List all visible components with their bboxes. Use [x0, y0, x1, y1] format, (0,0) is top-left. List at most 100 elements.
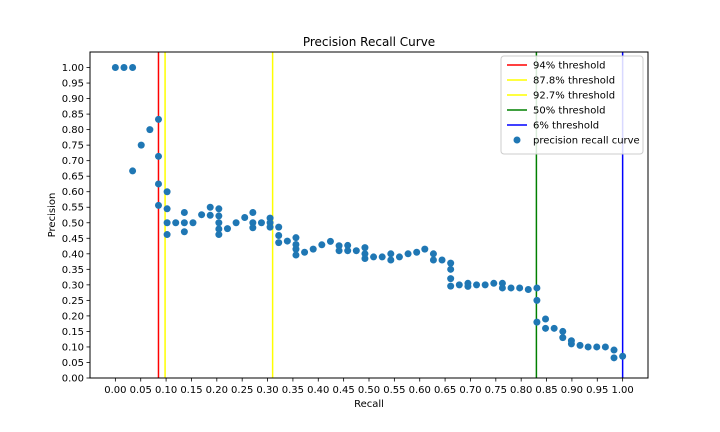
data-point — [498, 284, 506, 292]
data-point — [275, 223, 283, 231]
legend: 94% threshold 87.8% threshold 92.7% thresh… — [500, 55, 644, 155]
data-point — [154, 115, 162, 123]
y-tick-label: 0.60 — [62, 187, 84, 198]
data-point — [215, 205, 223, 213]
x-tick-label: 0.80 — [510, 385, 532, 396]
data-point — [533, 284, 541, 292]
y-tick-label: 0.20 — [62, 311, 84, 322]
data-point — [429, 250, 437, 258]
data-point — [232, 219, 240, 227]
data-point — [447, 275, 455, 283]
legend-swatch — [513, 136, 521, 144]
data-point — [464, 282, 472, 290]
y-tick-label: 0.50 — [62, 218, 84, 229]
data-point — [395, 253, 403, 261]
data-point — [215, 219, 223, 227]
chart-title: Precision Recall Curve — [303, 35, 435, 49]
data-point — [241, 213, 249, 221]
data-point — [619, 352, 627, 360]
data-point — [163, 188, 171, 196]
data-point — [180, 209, 188, 217]
data-point — [533, 296, 541, 304]
x-tick-label: 0.30 — [256, 385, 278, 396]
data-point — [318, 241, 326, 249]
x-tick-label: 0.65 — [434, 385, 456, 396]
data-point — [593, 343, 601, 351]
data-point — [301, 248, 309, 256]
data-point — [163, 205, 171, 213]
y-tick-label: 0.00 — [62, 374, 84, 385]
data-point — [438, 256, 446, 264]
data-point — [129, 64, 137, 72]
x-tick-label: 1.00 — [612, 385, 634, 396]
data-point — [610, 354, 618, 362]
y-tick-label: 0.85 — [62, 110, 84, 121]
x-tick-label: 0.40 — [307, 385, 329, 396]
x-axis-label: Recall — [354, 399, 384, 410]
data-point — [129, 167, 137, 175]
data-point — [344, 247, 352, 255]
data-point — [292, 234, 300, 242]
y-tick-label: 0.55 — [62, 203, 84, 214]
y-tick-label: 1.00 — [62, 63, 84, 74]
data-point — [180, 219, 188, 227]
data-point — [404, 250, 412, 258]
data-point — [283, 237, 291, 245]
data-point — [154, 152, 162, 160]
data-point — [223, 225, 231, 233]
y-tick-label: 0.90 — [62, 94, 84, 105]
legend-label: precision recall curve — [533, 136, 640, 147]
legend-label: 92.7% threshold — [533, 91, 615, 102]
data-point — [215, 231, 223, 239]
data-point — [361, 244, 369, 252]
data-point — [559, 327, 567, 335]
x-tick-label: 0.85 — [535, 385, 557, 396]
data-point — [206, 211, 214, 219]
data-point — [172, 219, 180, 227]
data-point — [154, 180, 162, 188]
data-point — [387, 250, 395, 258]
legend-label: 94% threshold — [533, 61, 606, 72]
x-tick-label: 0.05 — [130, 385, 152, 396]
data-point — [326, 237, 334, 245]
data-point — [481, 281, 489, 289]
x-tick-label: 0.50 — [358, 385, 380, 396]
y-tick-label: 0.45 — [62, 234, 84, 245]
x-tick-label: 0.45 — [333, 385, 355, 396]
data-point — [206, 203, 214, 211]
data-point — [533, 318, 541, 326]
data-point — [146, 126, 154, 134]
data-point — [524, 286, 532, 294]
y-tick-label: 0.05 — [62, 358, 84, 369]
x-axis-ticks: 0.00 0.05 0.10 0.15 0.20 0.25 0.30 0.35 0.40 0.45… — [104, 378, 634, 396]
data-point — [275, 239, 283, 247]
data-point — [447, 282, 455, 290]
x-tick-label: 0.25 — [231, 385, 253, 396]
legend-box — [500, 55, 644, 155]
data-point — [344, 241, 352, 249]
data-point — [154, 201, 162, 209]
y-tick-label: 0.40 — [62, 249, 84, 260]
data-point — [275, 231, 283, 239]
data-point — [413, 248, 421, 256]
data-points — [111, 64, 627, 362]
x-tick-label: 0.35 — [282, 385, 304, 396]
x-tick-label: 0.20 — [206, 385, 228, 396]
data-point — [516, 284, 524, 292]
y-tick-label: 0.95 — [62, 79, 84, 90]
y-tick-label: 0.25 — [62, 296, 84, 307]
y-tick-label: 0.65 — [62, 172, 84, 183]
x-tick-label: 0.95 — [586, 385, 608, 396]
y-tick-label: 0.10 — [62, 342, 84, 353]
data-point — [198, 211, 206, 219]
data-point — [120, 64, 128, 72]
x-tick-label: 0.10 — [155, 385, 177, 396]
x-tick-label: 0.60 — [409, 385, 431, 396]
x-tick-label: 0.70 — [459, 385, 481, 396]
data-point — [249, 209, 257, 217]
y-tick-label: 0.15 — [62, 327, 84, 338]
y-tick-label: 0.70 — [62, 156, 84, 167]
data-point — [429, 256, 437, 264]
y-axis-ticks: 0.00 0.05 0.10 0.15 0.20 0.25 0.30 0.35 0.40 0.45… — [62, 63, 90, 385]
